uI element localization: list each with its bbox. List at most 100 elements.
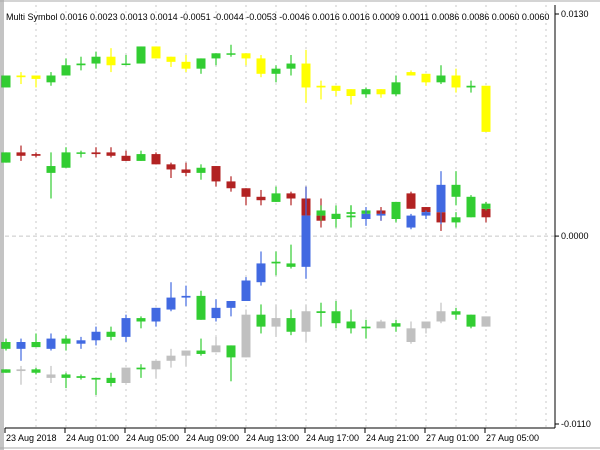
candle — [106, 147, 116, 158]
candle — [451, 68, 461, 93]
candle-body — [226, 345, 236, 358]
candle — [316, 80, 326, 100]
candle — [241, 309, 251, 358]
candle-body — [301, 215, 311, 267]
candle-body — [151, 46, 161, 59]
candle — [136, 46, 146, 64]
candle — [421, 210, 431, 219]
chart-title: Multi Symbol — [6, 12, 58, 22]
candle-body — [1, 369, 11, 373]
candle-body — [211, 53, 221, 59]
candle-body — [1, 75, 11, 88]
candle — [76, 56, 86, 71]
candle-body — [151, 307, 161, 322]
candle — [481, 316, 491, 327]
candle — [211, 299, 221, 322]
candle-body — [46, 75, 56, 83]
candle-body — [316, 210, 326, 216]
series-4 — [1, 301, 491, 395]
candle — [46, 72, 56, 86]
candle-body — [106, 152, 116, 156]
header-value: 0.0060 — [489, 12, 519, 22]
x-axis: 23 Aug 2018 24 Aug 01:00 24 Aug 05:00 24 Au… — [4, 428, 539, 443]
candle-body — [286, 318, 296, 332]
candle-body — [91, 377, 101, 380]
candle-body — [181, 61, 191, 69]
series-3 — [1, 171, 491, 361]
candle-body — [316, 85, 326, 88]
candle — [256, 251, 266, 286]
candle — [286, 309, 296, 336]
candle-body — [421, 321, 431, 329]
candle-body — [391, 323, 401, 327]
y-tick-label: 0.0000 — [561, 231, 589, 241]
candle-body — [211, 166, 221, 182]
header-value: -0.0044 — [211, 12, 244, 22]
candle-body — [406, 215, 416, 228]
candle — [436, 302, 446, 324]
candle — [301, 304, 311, 342]
candle — [346, 309, 356, 334]
candle — [241, 277, 251, 301]
candle-body — [196, 295, 206, 320]
candle — [46, 365, 56, 383]
candle — [121, 150, 131, 161]
candle-body — [31, 342, 41, 348]
candle-body — [76, 152, 86, 154]
candle-body — [421, 207, 431, 213]
candle-body — [31, 369, 41, 373]
candle-body — [241, 314, 251, 358]
candle-body — [406, 193, 416, 209]
candle-body — [121, 155, 131, 161]
header-value: 0.0016 — [58, 12, 88, 22]
candle-body — [466, 314, 476, 327]
candle — [151, 46, 161, 59]
candle — [241, 188, 251, 206]
candle-body — [481, 85, 491, 132]
header-value: -0.0046 — [277, 12, 310, 22]
candle-body — [316, 311, 326, 313]
candle — [436, 171, 446, 225]
candle — [31, 367, 41, 375]
y-tick-label: -0.0110 — [561, 419, 591, 429]
candle-body — [271, 261, 281, 264]
candle — [406, 321, 416, 344]
candle — [1, 369, 11, 373]
candle — [346, 89, 356, 105]
candle-body — [451, 75, 461, 88]
candle — [391, 201, 401, 221]
candle-body — [166, 164, 176, 170]
x-tick-label: 23 Aug 2018 — [6, 433, 57, 443]
candle-body — [1, 152, 11, 163]
candle — [76, 150, 86, 158]
candle — [466, 314, 476, 329]
candle — [136, 150, 146, 161]
candle-body — [331, 311, 341, 324]
candle-body — [226, 53, 236, 55]
candle — [136, 364, 146, 378]
candle — [121, 55, 131, 66]
candle — [121, 367, 131, 383]
candle-body — [1, 342, 11, 349]
candle-body — [391, 82, 401, 95]
candle — [421, 321, 431, 334]
candle-body — [286, 193, 296, 199]
candle-body — [16, 369, 26, 372]
candle — [226, 345, 236, 382]
candle-body — [136, 46, 146, 64]
candle — [451, 171, 461, 206]
candle — [211, 53, 221, 66]
header-value: 0.0016 — [310, 12, 340, 22]
candle — [31, 75, 41, 88]
candle — [166, 282, 176, 312]
candle-body — [361, 213, 371, 219]
candle-body — [166, 355, 176, 361]
y-axis: 0.0130 0.0000 -0.0110 — [555, 9, 591, 429]
candle-body — [106, 331, 116, 337]
candle — [256, 55, 266, 78]
x-tick-label: 24 Aug 09:00 — [186, 433, 239, 443]
candle-body — [346, 89, 356, 96]
candle-body — [91, 56, 101, 64]
candle-body — [196, 350, 206, 354]
